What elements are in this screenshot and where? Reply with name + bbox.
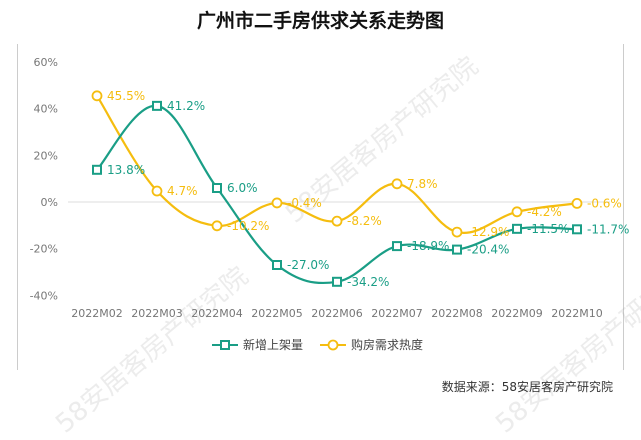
x-tick-label: 2022M10 (551, 307, 602, 320)
data-point (152, 100, 162, 111)
series-line-supply (96, 104, 578, 285)
chart-frame (17, 44, 624, 370)
y-tick-label: 0% (41, 196, 58, 209)
data-label: 13.8% (107, 163, 145, 177)
data-point (332, 276, 342, 287)
data-label: -18.9% (407, 239, 449, 253)
legend-marker-square (220, 340, 230, 350)
data-point (272, 260, 282, 270)
series-line-demand (96, 95, 578, 234)
data-label: -11.5% (527, 222, 569, 236)
line-chart: 60% 40% 20% 0% -20% -40% 2022M02 2022M03 2022M04… (30, 56, 630, 352)
y-tick-label: 40% (34, 103, 58, 116)
x-tick-label: 2022M08 (431, 307, 482, 320)
x-tick-label: 2022M09 (491, 307, 542, 320)
x-tick-label: 2022M05 (251, 307, 302, 320)
data-point (572, 224, 582, 235)
data-point (212, 183, 222, 193)
data-label: 6.0% (227, 181, 258, 195)
data-point (211, 220, 223, 232)
data-label: -12.9% (467, 225, 509, 239)
chart-title: 广州市二手房供求关系走势图 (196, 10, 444, 32)
data-label: -34.2% (347, 275, 389, 289)
source-note: 数据来源：58安居客房产研究院 (441, 380, 613, 394)
data-label: -10.2% (227, 219, 269, 233)
data-label: 45.5% (107, 89, 145, 103)
legend-marker-circle (327, 339, 339, 351)
y-tick-label: 20% (34, 149, 58, 162)
data-point (391, 178, 403, 190)
data-point (151, 185, 163, 197)
data-point (512, 223, 522, 234)
data-point (331, 215, 343, 227)
data-point (571, 197, 583, 209)
y-tick-label: 60% (34, 56, 58, 69)
data-point (452, 244, 462, 255)
data-point (511, 206, 523, 218)
x-tick-label: 2022M03 (131, 307, 182, 320)
data-point (92, 164, 102, 175)
x-tick-label: 2022M02 (71, 307, 122, 320)
data-label: -8.2% (347, 214, 382, 228)
data-point (392, 241, 402, 252)
y-tick-label: -20% (30, 243, 58, 256)
data-point (91, 90, 103, 102)
x-tick-label: 2022M06 (311, 307, 362, 320)
data-label: 4.7% (167, 184, 198, 198)
data-label: 41.2% (167, 99, 205, 113)
data-point (451, 226, 463, 238)
x-tick-label: 2022M07 (371, 307, 422, 320)
data-label: 7.8% (407, 177, 438, 191)
data-label: -0.4% (287, 196, 322, 210)
data-label: -0.6% (587, 196, 622, 210)
legend-label: 购房需求热度 (351, 337, 423, 352)
data-label: -20.4% (467, 243, 509, 257)
data-label: -4.2% (527, 205, 562, 219)
data-label: -11.7% (587, 222, 629, 236)
data-label: -27.0% (287, 258, 329, 272)
data-point (271, 197, 283, 209)
x-tick-label: 2022M04 (191, 307, 242, 320)
legend-label: 新增上架量 (243, 337, 303, 352)
y-tick-label: -40% (30, 289, 58, 302)
